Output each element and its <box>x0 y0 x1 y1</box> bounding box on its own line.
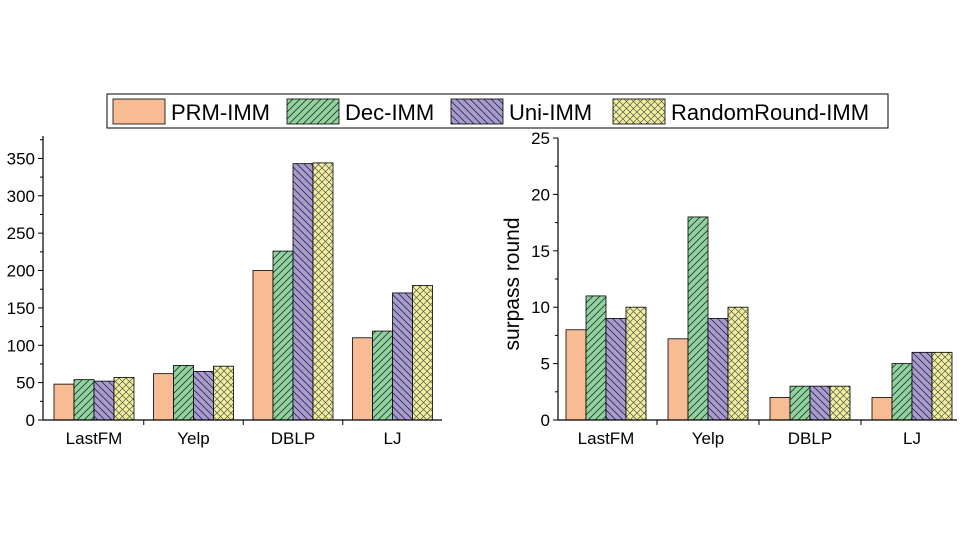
left-ytick-label-350: 350 <box>7 149 35 168</box>
right-bar-lastfm-dec-imm-hatch <box>586 295 606 420</box>
right-xtick-label-dblp: DBLP <box>788 429 832 448</box>
left-bar-lj-randomround-imm-hatch <box>412 285 433 420</box>
legend-swatch-randomround-imm-outline <box>612 98 666 125</box>
right-bar-yelp-dec-imm-hatch <box>688 216 708 420</box>
right-chart: 0 5 10 15 20 25 LastFM Yelp DBLP LJ surpass round <box>501 129 957 448</box>
left-bar-dblp-randomround-imm-hatch <box>313 162 333 420</box>
left-bar-lj-prm-imm <box>352 337 373 420</box>
left-ytick-label-200: 200 <box>7 262 35 281</box>
right-bar-yelp-randomround-imm-hatch <box>728 307 748 420</box>
left-bar-yelp-uni-imm-hatch <box>193 371 214 420</box>
left-chart: 0 50 100 150 200 250 300 350 LastFM Yelp DBLP LJ <box>7 136 442 448</box>
right-bar-lastfm-randomround-imm-hatch <box>626 307 646 420</box>
left-ytick-label-0: 0 <box>26 411 35 430</box>
left-xtick-label-lastfm: LastFM <box>66 429 123 448</box>
legend-label-randomround-imm: RandomRound-IMM <box>671 100 869 125</box>
left-ytick-label-300: 300 <box>7 187 35 206</box>
legend-swatch-uni-imm-hatch <box>451 99 503 124</box>
legend-swatch-prm-imm <box>113 99 165 124</box>
right-y-axis-label: surpass round <box>501 217 524 350</box>
left-xtick-label-dblp: DBLP <box>271 429 315 448</box>
right-xtick-label-lastfm: LastFM <box>578 429 635 448</box>
left-bar-yelp-randomround-imm-hatch <box>213 366 234 420</box>
left-bar-lj-dec-imm-hatch <box>372 331 393 420</box>
left-bar-lastfm-dec-imm-hatch <box>74 379 94 420</box>
right-xtick-label-lj: LJ <box>903 429 921 448</box>
legend-swatch-dec-imm-hatch <box>287 99 339 124</box>
right-bar-lj-randomround-imm-hatch <box>932 352 952 420</box>
right-bar-lj-prm-imm <box>872 397 892 420</box>
legend-swatch-prm-imm-outline <box>112 98 166 125</box>
right-bar-lj-dec-imm-hatch <box>892 363 912 420</box>
left-bar-yelp-dec-imm-hatch <box>173 365 194 420</box>
right-bar-yelp-prm-imm <box>668 338 688 420</box>
right-ytick-label-15: 15 <box>531 242 550 261</box>
left-bar-lastfm-randomround-imm-hatch <box>114 377 134 420</box>
right-ytick-label-25: 25 <box>531 129 550 148</box>
legend-swatch-randomround-imm-hatch <box>613 99 665 124</box>
left-bar-dblp-dec-imm-hatch <box>273 251 293 420</box>
left-xtick-label-yelp: Yelp <box>177 429 209 448</box>
right-bar-dblp-randomround-imm-hatch <box>830 386 850 420</box>
right-bar-lastfm-prm-imm <box>566 329 586 420</box>
legend: PRM-IMM Dec-IMM Uni-IMM RandomRound-IMM <box>106 93 889 129</box>
right-bar-lastfm-uni-imm-hatch <box>606 318 626 420</box>
left-ytick-label-150: 150 <box>7 299 35 318</box>
legend-label-prm-imm: PRM-IMM <box>171 100 270 125</box>
left-xtick-label-lj: LJ <box>384 429 402 448</box>
right-bar-dblp-uni-imm-hatch <box>810 386 830 420</box>
legend-swatch-dec-imm-outline <box>286 98 340 125</box>
right-bar-dblp-dec-imm-hatch <box>790 386 810 420</box>
legend-swatch-uni-imm-outline <box>450 98 504 125</box>
left-ytick-label-100: 100 <box>7 336 35 355</box>
left-bar-dblp-uni-imm-hatch <box>293 163 313 420</box>
left-bar-lastfm-prm-imm <box>54 384 74 420</box>
right-ytick-label-20: 20 <box>531 185 550 204</box>
left-bar-lj-uni-imm-hatch <box>392 292 413 420</box>
left-bar-dblp-prm-imm <box>253 270 273 420</box>
left-ytick-label-50: 50 <box>16 374 35 393</box>
legend-label-uni-imm: Uni-IMM <box>509 100 592 125</box>
right-ytick-label-5: 5 <box>541 355 550 374</box>
right-bar-yelp-uni-imm-hatch <box>708 318 728 420</box>
right-bar-lj-uni-imm-hatch <box>912 352 932 420</box>
right-xtick-label-yelp: Yelp <box>692 429 724 448</box>
right-ytick-label-0: 0 <box>541 411 550 430</box>
right-ytick-label-10: 10 <box>531 298 550 317</box>
left-bar-yelp-prm-imm <box>153 373 174 420</box>
legend-label-dec-imm: Dec-IMM <box>345 100 434 125</box>
right-bar-dblp-prm-imm <box>770 397 790 420</box>
left-ytick-label-250: 250 <box>7 224 35 243</box>
left-bar-lastfm-uni-imm-hatch <box>94 381 114 420</box>
